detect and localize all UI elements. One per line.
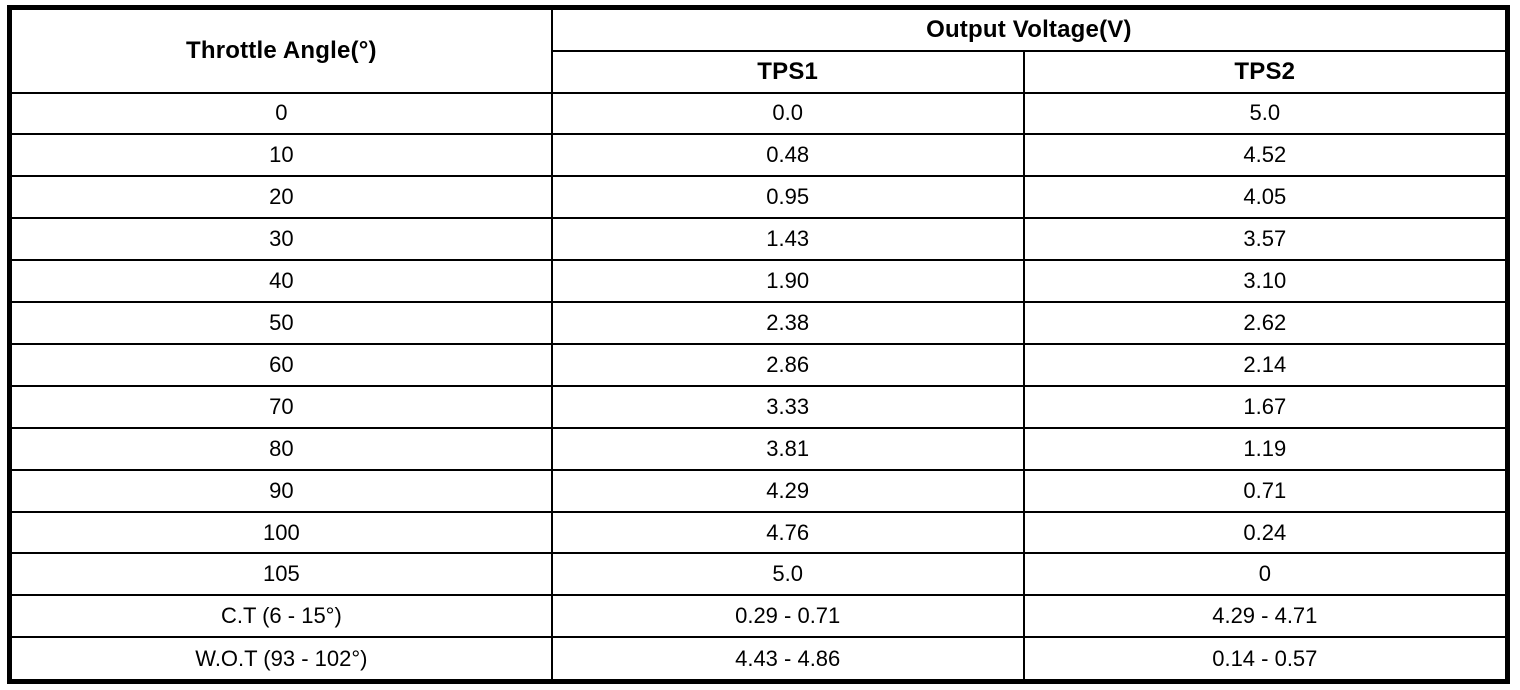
tps2-cell: 4.05: [1022, 175, 1509, 220]
angle-cell: 20: [8, 175, 553, 220]
tps2-cell: 1.67: [1022, 384, 1509, 429]
table-row: 10 0.48 4.52: [8, 133, 1509, 178]
table-row: 80 3.81 1.19: [8, 426, 1509, 471]
angle-cell: 30: [8, 217, 553, 262]
tps-output-voltage-table: Throttle Angle(°) Output Voltage(V) TPS1…: [7, 5, 1510, 684]
tps2-cell: 2.14: [1022, 342, 1509, 387]
tps2-column-header: TPS2: [1022, 49, 1509, 94]
tps2-cell: 3.57: [1022, 217, 1509, 262]
tps1-column-header: TPS1: [550, 49, 1025, 94]
table-row: 60 2.86 2.14: [8, 342, 1509, 387]
angle-cell: 70: [8, 384, 553, 429]
angle-cell: C.T (6 - 15°): [8, 594, 553, 639]
angle-cell: W.O.T (93 - 102°): [8, 636, 553, 683]
tps1-cell: 0.0: [550, 91, 1025, 136]
angle-cell: 100: [8, 510, 553, 555]
table-row: 50 2.38 2.62: [8, 301, 1509, 345]
tps1-cell: 0.48: [550, 133, 1025, 178]
tps2-cell: 2.62: [1022, 301, 1509, 345]
angle-cell: 60: [8, 342, 553, 387]
table-row: 0 0.0 5.0: [8, 91, 1509, 136]
angle-cell: 80: [8, 426, 553, 471]
table-row: W.O.T (93 - 102°) 4.43 - 4.86 0.14 - 0.5…: [8, 636, 1509, 683]
tps1-cell: 4.43 - 4.86: [550, 636, 1025, 683]
table-row: C.T (6 - 15°) 0.29 - 0.71 4.29 - 4.71: [8, 594, 1509, 639]
tps1-cell: 2.86: [550, 342, 1025, 387]
table-row: 100 4.76 0.24: [8, 510, 1509, 555]
tps1-cell: 4.29: [550, 468, 1025, 513]
tps1-cell: 3.81: [550, 426, 1025, 471]
tps1-cell: 3.33: [550, 384, 1025, 429]
table-row: 105 5.0 0: [8, 552, 1509, 597]
angle-cell: 50: [8, 301, 553, 345]
angle-cell: 105: [8, 552, 553, 597]
angle-cell: 40: [8, 259, 553, 304]
tps2-cell: 0: [1022, 552, 1509, 597]
table-row: 70 3.33 1.67: [8, 384, 1509, 429]
table-row: 90 4.29 0.71: [8, 468, 1509, 513]
tps2-cell: 0.71: [1022, 468, 1509, 513]
tps2-cell: 3.10: [1022, 259, 1509, 304]
tps2-cell: 1.19: [1022, 426, 1509, 471]
throttle-angle-column-header: Throttle Angle(°): [8, 6, 553, 94]
angle-cell: 90: [8, 468, 553, 513]
table-row: 40 1.90 3.10: [8, 259, 1509, 304]
tps1-cell: 1.90: [550, 259, 1025, 304]
angle-cell: 0: [8, 91, 553, 136]
angle-cell: 10: [8, 133, 553, 178]
header-row-group: Throttle Angle(°) Output Voltage(V): [8, 6, 1509, 94]
tps1-cell: 4.76: [550, 510, 1025, 555]
table-row: 20 0.95 4.05: [8, 175, 1509, 220]
tps2-cell: 0.24: [1022, 510, 1509, 555]
tps2-cell: 4.52: [1022, 133, 1509, 178]
tps2-cell: 4.29 - 4.71: [1022, 594, 1509, 639]
table-row: 30 1.43 3.57: [8, 217, 1509, 262]
header-row-sub: TPS1 TPS2: [10, 49, 1509, 94]
tps1-cell: 5.0: [550, 552, 1025, 597]
output-voltage-group-header: Output Voltage(V): [550, 6, 1509, 52]
tps1-cell: 2.38: [550, 301, 1025, 345]
tps2-cell: 5.0: [1022, 91, 1509, 136]
tps1-cell: 0.95: [550, 175, 1025, 220]
tps2-cell: 0.14 - 0.57: [1022, 636, 1509, 683]
tps1-cell: 0.29 - 0.71: [550, 594, 1025, 639]
tps1-cell: 1.43: [550, 217, 1025, 262]
